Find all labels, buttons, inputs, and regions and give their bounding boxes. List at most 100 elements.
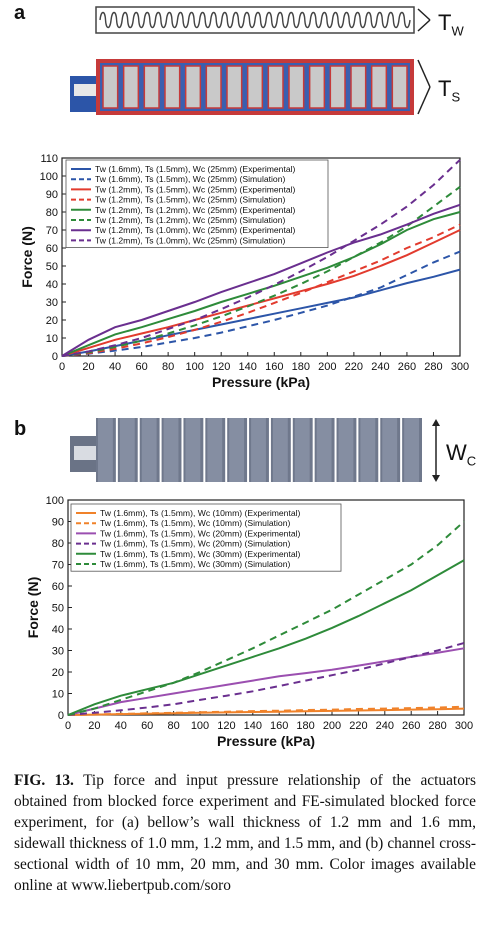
- cross-section-chamber: [184, 65, 202, 109]
- legend-entry: Tw (1.2mm), Ts (1.5mm), Wc (25mm) (Simul…: [95, 195, 285, 205]
- x-tick-label: 260: [402, 720, 420, 732]
- width-diagram-chamber-face: [185, 418, 201, 482]
- width-diagram-chamber-face: [141, 418, 157, 482]
- y-tick-label: 20: [52, 667, 64, 679]
- y-tick-label: 10: [52, 689, 64, 701]
- x-tick-label: 200: [318, 361, 336, 373]
- x-tick-label: 60: [135, 361, 147, 373]
- legend-entry: Tw (1.6mm), Ts (1.5mm), Wc (10mm) (Simul…: [100, 518, 290, 528]
- series-line: [67, 520, 465, 716]
- tw-arrow-top: [417, 8, 431, 21]
- legend-box: [65, 159, 329, 248]
- y-tick-label: 0: [52, 351, 58, 363]
- x-axis-label: Pressure (kPa): [212, 374, 310, 390]
- y-tick-label: 30: [46, 297, 58, 309]
- legend-box: [70, 503, 342, 572]
- x-axis-label: Pressure (kPa): [217, 733, 315, 749]
- x-tick-label: 140: [239, 361, 257, 373]
- channel-width-diagram: [70, 418, 440, 482]
- wc-arrow-down: [432, 475, 440, 482]
- figure-caption: FIG. 13. Tip force and input pressure re…: [14, 770, 476, 896]
- y-tick-label: 50: [52, 603, 64, 615]
- width-diagram-chamber-face: [404, 418, 419, 482]
- y-tick-label: 50: [46, 261, 58, 273]
- series-line: [61, 203, 461, 357]
- x-tick-label: 180: [296, 720, 314, 732]
- y-tick-label: 60: [52, 581, 64, 593]
- series-line: [61, 250, 461, 357]
- y-tick-label: 10: [46, 333, 58, 345]
- x-tick-label: 280: [424, 361, 442, 373]
- cross-section-chamber: [205, 65, 222, 109]
- caption-lead: FIG. 13.: [14, 772, 74, 789]
- x-tick-label: 160: [265, 361, 283, 373]
- wc-arrow-up: [432, 419, 440, 426]
- cross-section-inlet: [74, 84, 100, 96]
- x-tick-label: 100: [191, 720, 209, 732]
- cross-section-chamber: [267, 65, 284, 109]
- width-diagram-chamber-face: [272, 418, 288, 482]
- y-tick-label: 70: [52, 560, 64, 572]
- force-pressure-chart-a: 0 10 20 30 40 50 60 70 80 90 100 110 0 20 40 60 80 100 120…: [19, 153, 469, 390]
- cross-section-chamber: [288, 65, 305, 109]
- width-diagram-chamber-face: [229, 418, 245, 482]
- y-tick-label: 70: [46, 225, 58, 237]
- plot-frame: [61, 157, 461, 357]
- cross-section-chamber: [308, 65, 326, 109]
- y-tick-label: 0: [58, 710, 64, 722]
- series-line: [61, 223, 461, 357]
- y-axis-label: Force (N): [19, 226, 35, 287]
- cross-section-chamber: [164, 65, 181, 109]
- y-tick-label: 40: [46, 279, 58, 291]
- x-tick-label: 120: [217, 720, 235, 732]
- x-tick-label: 140: [244, 720, 262, 732]
- series-line: [61, 185, 461, 357]
- legend-entry: Tw (1.6mm), Ts (1.5mm), Wc (30mm) (Exper…: [100, 549, 301, 559]
- legend-entry: Tw (1.6mm), Ts (1.5mm), Wc (25mm) (Simul…: [95, 174, 285, 184]
- x-tick-label: 20: [88, 720, 100, 732]
- x-tick-label: 160: [270, 720, 288, 732]
- ts-arrow-top: [417, 59, 431, 88]
- x-tick-label: 240: [376, 720, 394, 732]
- cross-section-channels: [102, 65, 408, 109]
- legend-entry: Tw (1.6mm), Ts (1.5mm), Wc (25mm) (Exper…: [95, 164, 296, 174]
- ts-arrow-bottom: [417, 86, 431, 115]
- legend-entry: Tw (1.6mm), Ts (1.5mm), Wc (30mm) (Simul…: [100, 559, 290, 569]
- x-tick-label: 120: [212, 361, 230, 373]
- series-line: [67, 647, 465, 716]
- y-tick-label: 90: [52, 517, 64, 529]
- force-pressure-chart-b: 0 10 20 30 40 50 60 70 80 90 100 0 20 40 60 80 100 120 140…: [25, 495, 473, 749]
- x-tick-label: 0: [59, 361, 65, 373]
- x-tick-label: 300: [455, 720, 473, 732]
- x-tick-label: 220: [349, 720, 367, 732]
- width-diagram-chamber-face: [98, 418, 113, 482]
- x-tick-label: 220: [345, 361, 363, 373]
- series-line: [61, 229, 461, 357]
- series-line: [61, 211, 461, 357]
- width-diagram-chamber-face: [316, 418, 332, 482]
- width-diagram-chamber-face: [360, 418, 376, 482]
- legend-entry: Tw (1.2mm), Ts (1.2mm), Wc (25mm) (Simul…: [95, 215, 285, 225]
- x-tick-label: 300: [451, 361, 469, 373]
- legend-entry: Tw (1.2mm), Ts (1.2mm), Wc (25mm) (Exper…: [95, 205, 296, 215]
- x-tick-label: 280: [428, 720, 446, 732]
- panel-a-letter: a: [14, 2, 26, 24]
- cross-section-chamber: [246, 65, 264, 109]
- y-axis-label: Force (N): [25, 577, 41, 638]
- panel-b-letter: b: [14, 418, 27, 440]
- cross-section-chamber: [391, 65, 408, 109]
- y-tick-label: 100: [40, 171, 58, 183]
- x-tick-label: 60: [141, 720, 153, 732]
- legend-entry: Tw (1.2mm), Ts (1.0mm), Wc (25mm) (Simul…: [95, 235, 285, 245]
- width-diagram-chamber-face: [338, 418, 354, 482]
- y-tick-label: 60: [46, 243, 58, 255]
- caption-text: Tip force and input pressure relationshi…: [14, 772, 476, 894]
- cross-section-chamber: [350, 65, 367, 109]
- x-tick-label: 260: [398, 361, 416, 373]
- y-tick-label: 20: [46, 315, 58, 327]
- y-tick-label: 30: [52, 646, 64, 658]
- y-tick-label: 80: [46, 207, 58, 219]
- x-tick-label: 80: [162, 361, 174, 373]
- x-tick-label: 240: [371, 361, 389, 373]
- width-diagram-channels: [96, 418, 422, 482]
